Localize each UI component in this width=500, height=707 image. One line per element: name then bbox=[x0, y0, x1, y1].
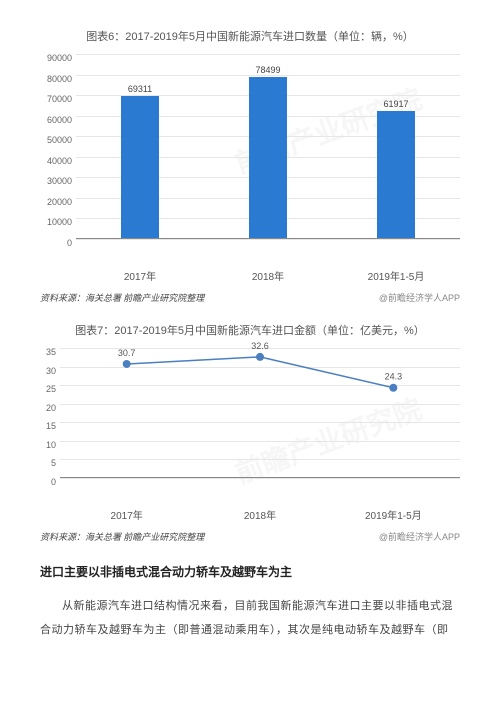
bar-group: 69311 bbox=[77, 84, 204, 238]
source-app: @前瞻经济学人APP bbox=[379, 291, 460, 304]
x-label: 2018年 bbox=[194, 507, 326, 522]
marker bbox=[389, 384, 397, 392]
source-app: @前瞻经济学人APP bbox=[379, 530, 460, 543]
bar-value-label: 78499 bbox=[255, 65, 280, 75]
chart6-plot: 90000 80000 70000 60000 50000 40000 3000… bbox=[40, 54, 460, 264]
x-label: 2017年 bbox=[77, 268, 204, 283]
source-text: 资料来源：海关总署 前瞻产业研究院整理 bbox=[40, 291, 204, 304]
chart6-container: 图表6：2017-2019年5月中国新能源汽车进口数量（单位：辆，%） 9000… bbox=[40, 28, 460, 304]
gridline bbox=[60, 478, 460, 479]
chart7-source: 资料来源：海关总署 前瞻产业研究院整理 @前瞻经济学人APP bbox=[40, 530, 460, 543]
bar bbox=[249, 77, 287, 238]
body-paragraph: 从新能源汽车进口结构情况来看，目前我国新能源汽车进口主要以非插电式混合动力轿车及… bbox=[40, 594, 460, 642]
bar-group: 61917 bbox=[333, 99, 460, 238]
chart7-title: 图表7：2017-2019年5月中国新能源汽车进口金额（单位：亿美元，%） bbox=[40, 322, 460, 338]
point-label: 32.6 bbox=[251, 341, 269, 351]
line-series bbox=[127, 357, 394, 388]
point-label: 24.3 bbox=[385, 372, 403, 382]
x-label: 2019年1-5月 bbox=[327, 507, 459, 522]
chart6-plot-area: 69311 78499 61917 bbox=[76, 54, 460, 239]
point-label: 30.7 bbox=[118, 348, 136, 358]
bar bbox=[377, 111, 415, 238]
section-heading: 进口主要以非插电式混合动力轿车及越野车为主 bbox=[40, 563, 460, 580]
source-text: 资料来源：海关总署 前瞻产业研究院整理 bbox=[40, 530, 204, 543]
marker bbox=[123, 360, 131, 368]
chart6-bars: 69311 78499 61917 bbox=[76, 54, 460, 238]
x-label: 2018年 bbox=[205, 268, 332, 283]
chart7-plot: 35 30 25 20 15 10 5 0 30.732.624.3 bbox=[40, 348, 460, 503]
chart7-y-axis: 35 30 25 20 15 10 5 0 bbox=[40, 348, 60, 478]
marker bbox=[256, 353, 264, 361]
chart6-source: 资料来源：海关总署 前瞻产业研究院整理 @前瞻经济学人APP bbox=[40, 291, 460, 304]
bar-value-label: 69311 bbox=[128, 84, 152, 94]
chart6-x-axis: 2017年 2018年 2019年1-5月 bbox=[76, 264, 460, 283]
bar bbox=[121, 96, 159, 238]
x-label: 2017年 bbox=[61, 507, 193, 522]
bar-group: 78499 bbox=[205, 65, 332, 238]
x-label: 2019年1-5月 bbox=[333, 268, 460, 283]
chart6-y-axis: 90000 80000 70000 60000 50000 40000 3000… bbox=[40, 54, 76, 239]
chart7-x-axis: 2017年 2018年 2019年1-5月 bbox=[60, 503, 460, 522]
gridline bbox=[76, 239, 460, 240]
bar-value-label: 61917 bbox=[383, 99, 408, 109]
chart6-title: 图表6：2017-2019年5月中国新能源汽车进口数量（单位：辆，%） bbox=[40, 28, 460, 44]
chart7-container: 图表7：2017-2019年5月中国新能源汽车进口金额（单位：亿美元，%） 35… bbox=[40, 322, 460, 543]
chart7-plot-area: 30.732.624.3 bbox=[60, 348, 460, 478]
chart7-svg: 30.732.624.3 bbox=[60, 348, 460, 478]
